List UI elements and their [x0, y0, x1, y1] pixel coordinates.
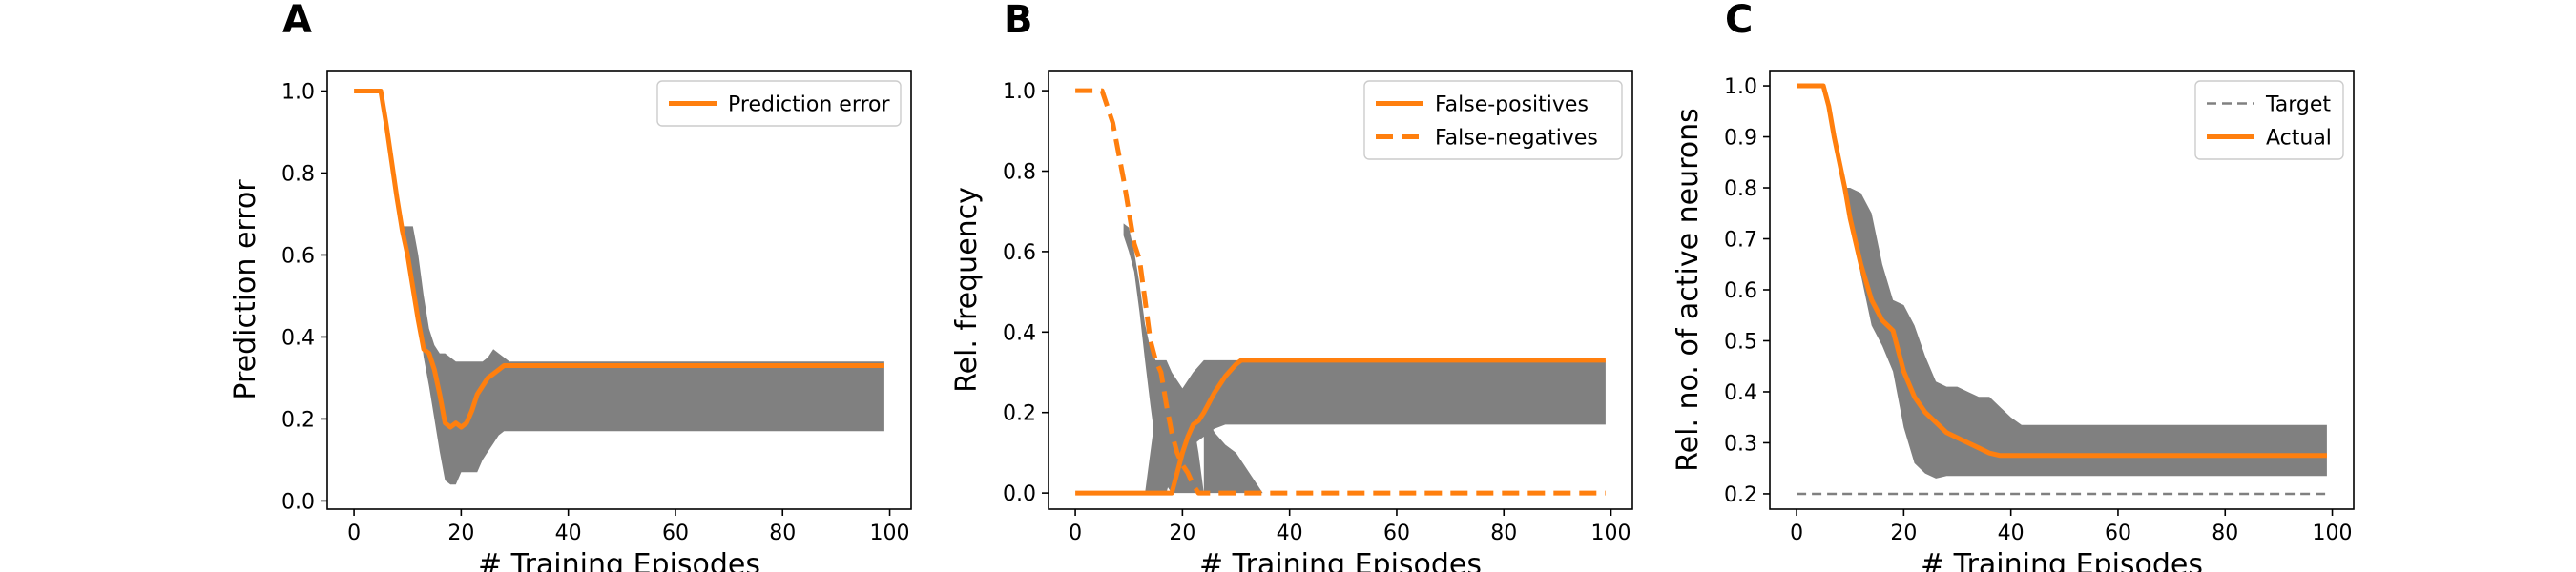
- y-tick-label: 1.0: [1724, 75, 1757, 99]
- panel-b: 0 20 40 60 80 100 0.0 0.2 0.4 0.6 0.8 1.0 # Training…: [950, 0, 1633, 572]
- confidence-band: [1145, 359, 1606, 494]
- x-axis-label: # Training Episodes: [1199, 548, 1482, 572]
- x-tick-label: 80: [1490, 521, 1517, 545]
- y-tick-label: 0.6: [1003, 241, 1036, 265]
- legend: Target Actual: [2194, 80, 2344, 160]
- x-tick-label: 80: [2212, 521, 2238, 545]
- x-tick-label: 60: [2105, 521, 2131, 545]
- y-tick-label: 0.7: [1724, 229, 1757, 253]
- y-tick-label: 0.4: [281, 326, 315, 350]
- y-axis-label: Prediction error: [229, 179, 262, 400]
- y-axis-label: Rel. no. of active neurons: [1672, 108, 1705, 472]
- series-line-false-positives: [1075, 358, 1606, 496]
- series-line-actual: [1797, 83, 2327, 459]
- y-tick-label: 0.8: [1724, 177, 1757, 201]
- x-tick-label: 0: [1790, 521, 1803, 545]
- x-tick-label: 20: [1890, 521, 1917, 545]
- axes-frame: [1048, 70, 1633, 510]
- axes-frame: [326, 70, 912, 510]
- panel-letter: A: [282, 0, 312, 42]
- x-tick-label: 40: [1277, 521, 1303, 545]
- y-tick-label: 0.5: [1724, 330, 1757, 354]
- legend: False-positives False-negatives: [1363, 80, 1623, 160]
- series-line-prediction-error: [354, 89, 884, 430]
- y-tick-label: 0.4: [1724, 381, 1757, 405]
- y-tick-label: 0.4: [1003, 321, 1036, 345]
- panel-letter: C: [1725, 0, 1753, 42]
- x-tick-label: 40: [555, 521, 582, 545]
- x-tick-label: 100: [2313, 521, 2353, 545]
- y-tick-label: 0.6: [281, 244, 315, 268]
- x-axis-label: # Training Episodes: [1921, 548, 2203, 572]
- x-tick-label: 100: [1591, 521, 1631, 545]
- x-tick-label: 40: [1998, 521, 2025, 545]
- y-tick-label: 0.8: [1003, 161, 1036, 185]
- legend-label: False-positives: [1435, 93, 1589, 117]
- panel-letter: B: [1004, 0, 1033, 42]
- legend-box: [1363, 80, 1623, 160]
- y-tick-label: 1.0: [1003, 80, 1036, 104]
- x-tick-label: 0: [347, 521, 361, 545]
- y-tick-label: 1.0: [281, 80, 315, 104]
- x-axis-label: # Training Episodes: [478, 548, 760, 572]
- x-tick-label: 20: [447, 521, 474, 545]
- x-tick-label: 60: [662, 521, 689, 545]
- y-tick-label: 0.0: [1003, 482, 1036, 506]
- y-tick-label: 0.2: [1724, 483, 1757, 507]
- confidence-band: [1844, 188, 2327, 479]
- x-tick-label: 100: [870, 521, 910, 545]
- confidence-band: [402, 226, 884, 485]
- x-tick-label: 0: [1069, 521, 1082, 545]
- y-tick-label: 0.2: [281, 408, 315, 432]
- y-tick-label: 0.6: [1724, 279, 1757, 303]
- y-tick-label: 0.9: [1724, 127, 1757, 151]
- legend-label: Actual: [2266, 127, 2332, 151]
- x-tick-label: 60: [1383, 521, 1410, 545]
- x-tick-label: 20: [1169, 521, 1195, 545]
- panel-c: 0 20 40 60 80 100 0.2 0.3 0.4 0.5 0.6 0.7 0.8 0.9 1.0 #…: [1672, 0, 2355, 572]
- y-tick-label: 0.0: [281, 490, 315, 514]
- legend-box: [2194, 80, 2344, 160]
- legend-label: Target: [2265, 93, 2331, 117]
- x-tick-label: 80: [769, 521, 796, 545]
- legend-box: [656, 80, 902, 127]
- y-tick-label: 0.2: [1003, 402, 1036, 426]
- y-axis-label: Rel. frequency: [950, 187, 984, 393]
- y-tick-label: 0.3: [1724, 432, 1757, 456]
- y-tick-label: 0.8: [281, 162, 315, 186]
- panel-a: 0 20 40 60 80 100 0.0 0.2 0.4 0.6 0.8 1.0 # Training…: [229, 0, 912, 572]
- legend-label: Prediction error: [728, 93, 890, 117]
- legend-label: False-negatives: [1435, 127, 1598, 151]
- confidence-band: [1203, 412, 1263, 494]
- legend: Prediction error: [656, 80, 902, 127]
